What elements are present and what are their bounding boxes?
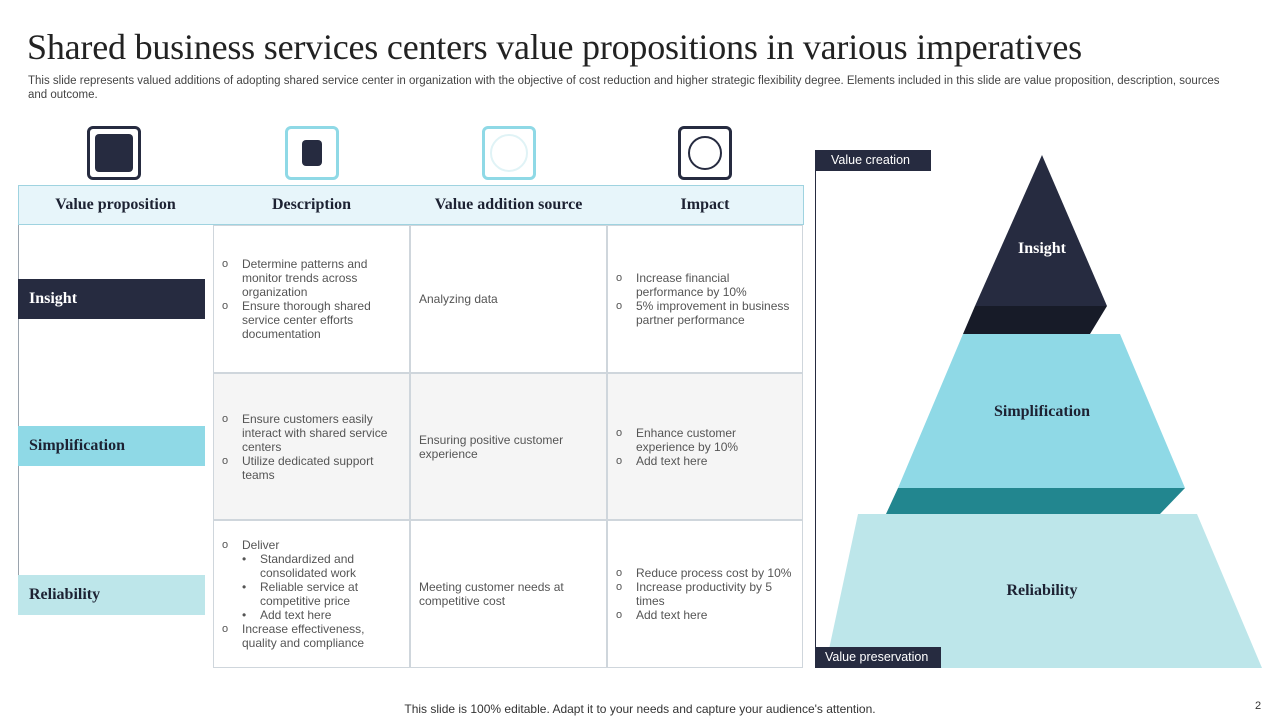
bullet: Add text here <box>616 608 792 622</box>
header-cell: Value proposition <box>55 196 176 213</box>
left-rule <box>18 225 19 615</box>
pyramid-level: Simplification <box>993 403 1090 420</box>
cell: Increase financial performance by 10%5% … <box>607 225 803 373</box>
pyramid-top <box>975 155 1107 306</box>
bullet: Increase effectiveness, quality and comp… <box>222 622 399 650</box>
bullet: Ensure customers easily interact with sh… <box>222 412 399 454</box>
icon <box>678 126 732 180</box>
bullet-list: DeliverStandardized and consolidated wor… <box>220 538 399 650</box>
bullet: Ensure thorough shared service center ef… <box>222 299 399 341</box>
bullet: 5% improvement in business partner perfo… <box>616 299 792 327</box>
page-number: 2 <box>1255 700 1262 712</box>
subtitle: This slide represents valued additions o… <box>28 75 1220 101</box>
cell-text: Ensuring positive customer experience <box>419 432 564 461</box>
pyramid-band <box>886 488 1185 514</box>
header-cell: Impact <box>680 196 730 213</box>
bullet-list: Ensure customers easily interact with sh… <box>220 412 399 482</box>
bullet: DeliverStandardized and consolidated wor… <box>222 538 399 622</box>
cell: Meeting customer needs at competitive co… <box>410 520 607 668</box>
cell: Ensuring positive customer experience <box>410 373 607 520</box>
bullet-text: Deliver <box>242 538 280 552</box>
bullet: Increase productivity by 5 times <box>616 580 792 608</box>
bullet: Reliable service at competitive price <box>242 580 399 608</box>
bullet-list: Determine patterns and monitor trends ac… <box>220 257 399 341</box>
cell: Ensure customers easily interact with sh… <box>213 373 410 520</box>
row-label: Reliability <box>18 575 205 615</box>
bullet: Increase financial performance by 10% <box>616 271 792 299</box>
value-preservation: Value preservation <box>815 647 941 668</box>
cell: Analyzing data <box>410 225 607 373</box>
bullet: Enhance customer experience by 10% <box>616 426 792 454</box>
bullet: Utilize dedicated support teams <box>222 454 399 482</box>
cell-text: Meeting customer needs at competitive co… <box>419 580 564 608</box>
cell: Enhance customer experience by 10%Add te… <box>607 373 803 520</box>
cell: Determine patterns and monitor trends ac… <box>213 225 410 373</box>
bullet: Reduce process cost by 10% <box>616 566 792 580</box>
title: Shared business services centers value p… <box>27 27 1082 67</box>
pyramid-middle <box>898 334 1185 488</box>
header-cell: Value addition source <box>434 196 583 213</box>
row-label: Insight <box>18 279 205 319</box>
pyramid-band <box>963 306 1107 334</box>
bullet: Standardized and consolidated work <box>242 552 399 580</box>
row-label: Simplification <box>18 426 205 466</box>
icon <box>87 126 141 180</box>
cell: Reduce process cost by 10%Increase produ… <box>607 520 803 668</box>
bullet-list: Standardized and consolidated workReliab… <box>242 552 399 622</box>
bullet: Determine patterns and monitor trends ac… <box>222 257 399 299</box>
cell: DeliverStandardized and consolidated wor… <box>213 520 410 668</box>
cell-text: Analyzing data <box>419 292 498 306</box>
pyramid-bottom <box>825 514 1262 668</box>
header-cell: Description <box>271 196 352 213</box>
bullet-list: Increase financial performance by 10%5% … <box>614 271 792 327</box>
pyramid-level: Insight <box>1017 240 1067 257</box>
icon <box>285 126 339 180</box>
bullet: Add text here <box>616 454 792 468</box>
footer: This slide is 100% editable. Adapt it to… <box>404 702 876 716</box>
icon <box>482 126 536 180</box>
bullet-list: Enhance customer experience by 10%Add te… <box>614 426 792 468</box>
table-header <box>18 185 804 225</box>
value-creation: Value creation <box>815 150 931 171</box>
pyramid-level: Reliability <box>1006 582 1078 599</box>
bullet-list: Reduce process cost by 10%Increase produ… <box>614 566 792 622</box>
bullet: Add text here <box>242 608 399 622</box>
